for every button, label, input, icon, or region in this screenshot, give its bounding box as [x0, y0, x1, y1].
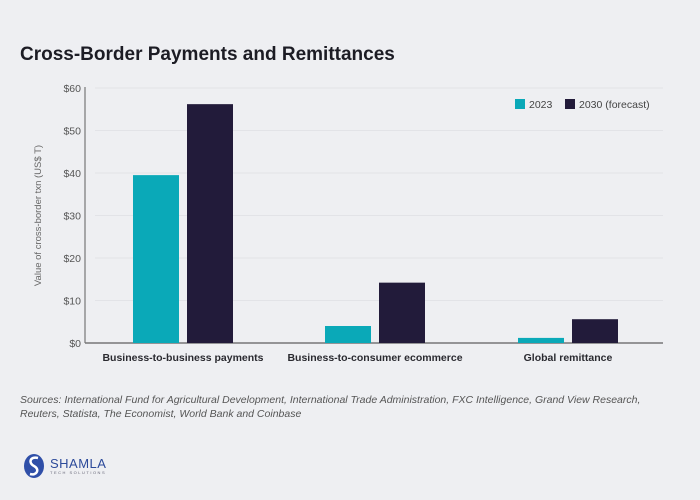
y-tick-label: $30: [63, 211, 81, 223]
y-axis-label: Value of cross-border txn (US$ T): [33, 145, 44, 286]
logo-s-icon: [24, 454, 44, 478]
logo-name: SHAMLA: [50, 456, 107, 471]
legend-swatch: [515, 99, 525, 109]
y-tick-label: $40: [63, 168, 81, 180]
bar-2030-0: [187, 104, 233, 344]
bar-chart: $0 $10 $20 $30 $40 $50 $60 Value of cross-borde…: [33, 83, 663, 364]
bar-2030-1: [379, 282, 425, 343]
y-tick-label: $20: [63, 253, 81, 265]
y-tick-label: $60: [63, 83, 81, 95]
logo-subtitle: TECH SOLUTIONS: [50, 470, 107, 475]
legend-label: 2023: [529, 99, 553, 111]
sources-note: Sources: International Fund for Agricult…: [20, 394, 641, 420]
x-tick-label: Global remittance: [524, 352, 613, 364]
bar-2023-0: [133, 175, 179, 343]
legend-swatch: [565, 99, 575, 109]
bar-2023-2: [518, 337, 564, 343]
x-tick-label: Business-to-business payments: [102, 352, 263, 364]
bar-2030-2: [572, 319, 618, 343]
legend-label: 2030 (forecast): [579, 99, 650, 111]
chart-title: Cross-Border Payments and Remittances: [20, 44, 395, 65]
logo: SHAMLA TECH SOLUTIONS: [22, 452, 106, 480]
y-tick-label: $0: [69, 338, 81, 350]
y-tick-label: $50: [63, 126, 81, 138]
bar-2023-1: [325, 326, 371, 343]
x-tick-label: Business-to-consumer ecommerce: [287, 352, 462, 364]
y-tick-label: $10: [63, 296, 81, 308]
